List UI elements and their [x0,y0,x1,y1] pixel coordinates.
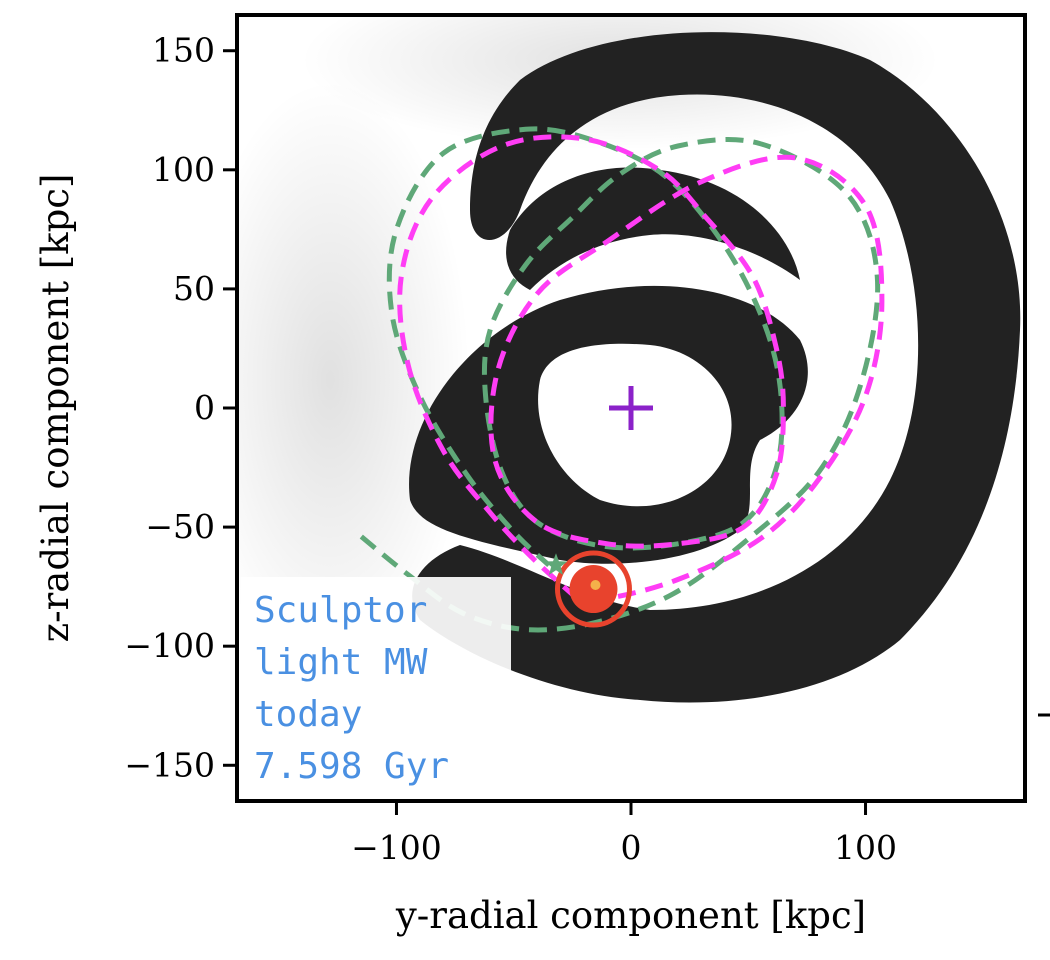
x-axis-label: y-radial component [kpc] [395,894,866,937]
satellite-core [590,580,601,591]
y-tick-label: 100 [152,150,215,189]
y-tick-label: 150 [152,31,215,70]
markers [544,386,653,628]
annotation-line-1: Sculptor [254,590,427,631]
annotation-box: Sculptor light MW today 7.598 Gyr [241,577,511,801]
y-tick-label: −100 [124,626,215,665]
y-tick-label: 50 [173,269,215,308]
x-tick-label: 0 [621,828,642,867]
x-tick-label: 100 [834,828,897,867]
y-axis-label: z-radial component [kpc] [34,174,77,643]
y-axis: 150 100 50 0 −50 −100 −150 [124,31,237,784]
annotation-line-2: light MW [254,642,428,683]
annotation-background [241,577,511,801]
x-axis: −100 0 100 [351,801,897,867]
orbits [359,126,885,633]
orbit-line-2 [359,126,881,633]
satellite-ring [554,550,632,628]
orbit-start-star [544,553,568,575]
orbit-line-1 [397,134,885,603]
annotation-line-4: 7.598 Gyr [254,746,449,787]
annotation-line-3: today [254,694,362,735]
y-tick-label: −50 [145,507,215,546]
stream-outer-arm [412,32,1021,703]
stream-upper-loop [506,167,800,290]
x-tick-label: −100 [351,828,442,867]
y-tick-label: −150 [124,745,215,784]
y-tick-label: 0 [194,388,215,427]
